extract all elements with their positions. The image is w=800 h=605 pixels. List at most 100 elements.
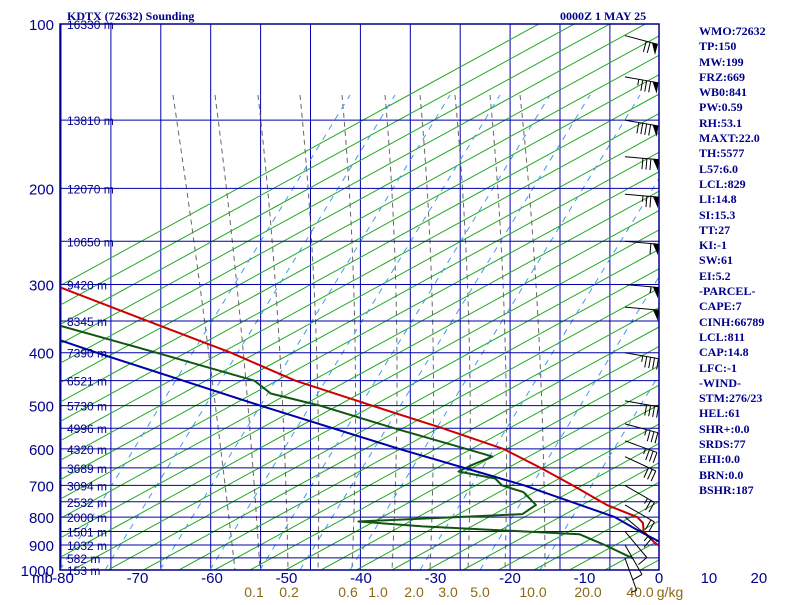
height-label: 9420 m — [67, 279, 107, 293]
index-item: EI:5.2 — [699, 269, 799, 284]
height-label: 4996 m — [67, 422, 107, 436]
valid-time: 0000Z 1 MAY 25 — [560, 9, 646, 24]
index-item: -WIND- — [699, 376, 799, 391]
pressure-tick-label: 900 — [29, 538, 54, 555]
barb-flag — [644, 468, 649, 478]
barb-staff — [625, 36, 658, 45]
index-item: SI:15.3 — [699, 208, 799, 223]
barb-pennant — [653, 287, 659, 298]
wind-barb — [625, 120, 658, 137]
height-label: 3094 m — [67, 479, 107, 493]
height-label: 8345 m — [67, 315, 107, 329]
mixing-ratio-label: 0.2 — [279, 584, 299, 600]
x-axis-unit-label: mb — [32, 570, 53, 587]
mixing-ratio-label: 0.6 — [338, 584, 358, 600]
barb-flag — [649, 81, 651, 92]
index-item: FRZ:669 — [699, 70, 799, 85]
index-item: MAXT:22.0 — [699, 131, 799, 146]
barb-flag — [641, 80, 643, 91]
pressure-tick-label: 700 — [29, 478, 54, 495]
height-label: 13810 m — [67, 114, 114, 128]
index-item: STM:276/23 — [699, 391, 799, 406]
wind-barb — [625, 307, 659, 321]
barb-pennant — [653, 197, 659, 208]
mixing-ratio-label: 0.1 — [244, 584, 264, 600]
index-item: EHI:0.0 — [699, 452, 799, 467]
moist-adiabat — [455, 95, 470, 570]
barb-half-flag — [650, 287, 651, 293]
wind-barb — [625, 353, 658, 370]
pressure-tick-label: 600 — [29, 442, 54, 459]
barb-pennant — [653, 82, 659, 94]
index-item: WB0:841 — [699, 85, 799, 100]
temperature-tick-label: -20 — [499, 570, 521, 587]
height-label: 4320 m — [67, 443, 107, 457]
height-label: 10650 m — [67, 235, 114, 249]
wind-barb — [625, 241, 659, 255]
barb-flag — [651, 432, 654, 443]
pressure-tick-label: 100 — [29, 17, 54, 34]
barb-flag — [643, 41, 646, 52]
pressure-tick-label: 800 — [29, 510, 54, 527]
index-item: MW:199 — [699, 55, 799, 70]
mixing-ratio-line — [210, 95, 500, 570]
barb-pennant — [653, 310, 659, 321]
barb-half-flag — [638, 79, 639, 85]
barb-staff — [625, 353, 658, 359]
mixing-ratio-label: 10.0 — [519, 584, 546, 600]
barb-flag — [637, 123, 639, 134]
barb-staff — [625, 485, 654, 502]
plot-area — [0, 0, 800, 570]
height-label: 3689 m — [67, 462, 107, 476]
index-item: TT:27 — [699, 223, 799, 238]
index-item: BRN:0.0 — [699, 468, 799, 483]
wind-barb — [625, 401, 658, 418]
mixing-ratio-label: 20.0 — [574, 584, 601, 600]
barb-flag — [638, 558, 646, 565]
barb-flag — [645, 405, 647, 416]
barb-flag — [645, 357, 647, 368]
index-item: SHR+:0.0 — [699, 422, 799, 437]
wind-barb — [625, 457, 656, 481]
barb-flag — [642, 158, 643, 169]
mixing-ratio-line — [105, 95, 395, 570]
pressure-tick-label: 500 — [29, 399, 54, 416]
barb-flag — [647, 42, 650, 53]
moist-adiabat — [520, 95, 545, 570]
barb-flag — [655, 433, 658, 444]
temperature-tick-label: -70 — [127, 570, 149, 587]
wind-barb — [625, 545, 642, 580]
barb-flag — [650, 196, 651, 207]
barb-flag — [645, 520, 651, 530]
index-item: LI:14.8 — [699, 192, 799, 207]
index-item: SRDS:77 — [699, 437, 799, 452]
barb-pennant — [652, 43, 658, 55]
index-item: RH:53.1 — [699, 116, 799, 131]
barb-flag — [645, 124, 647, 135]
index-item: PW:0.59 — [699, 100, 799, 115]
index-item: L57:6.0 — [699, 162, 799, 177]
barb-flag — [641, 123, 643, 134]
pressure-tick-label: 400 — [29, 346, 54, 363]
index-item: BSHR:187 — [699, 483, 799, 498]
index-item: -PARCEL- — [699, 284, 799, 299]
barb-flag — [653, 358, 655, 369]
barb-flag — [650, 159, 651, 170]
moist-adiabat — [173, 95, 235, 570]
temperature-tick-label: 20 — [750, 570, 767, 587]
barb-half-flag — [645, 498, 648, 503]
pressure-tick-label: 200 — [29, 181, 54, 198]
barb-half-flag — [642, 196, 643, 202]
height-label: 12070 m — [67, 182, 114, 196]
temperature-tick-label: 10 — [701, 570, 718, 587]
index-item: LCL:829 — [699, 177, 799, 192]
height-label: 2532 m — [67, 496, 107, 510]
moist-adiabat — [385, 95, 397, 570]
index-item: LFC:-1 — [699, 361, 799, 376]
wind-barb — [625, 531, 647, 564]
temperature-tick-label: -80 — [52, 570, 74, 587]
barb-flag — [649, 405, 651, 416]
barb-flag — [646, 450, 650, 460]
barb-flag — [649, 451, 653, 461]
